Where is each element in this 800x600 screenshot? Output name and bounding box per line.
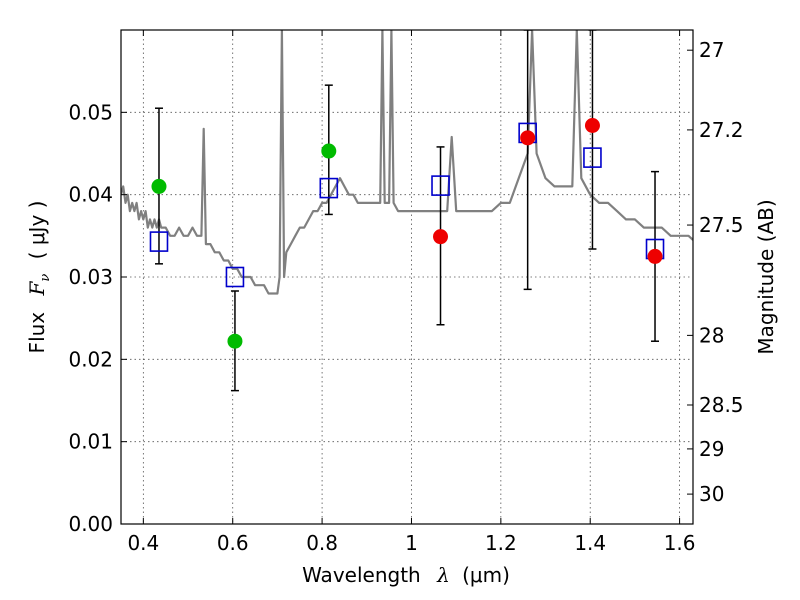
model-photometry-square — [225, 266, 245, 288]
y2-axis-label: Magnitude (AB) — [754, 199, 778, 354]
y2-tick-label: 28.5 — [699, 393, 744, 417]
y2-tick-label: 30 — [699, 482, 724, 506]
model-photometry-square — [583, 147, 602, 168]
green-point — [151, 178, 167, 194]
x-tick-label: 1.4 — [574, 531, 606, 555]
y2-tick-label: 27 — [699, 38, 724, 62]
x-tick-label: 0.8 — [306, 531, 338, 555]
green-point — [227, 333, 243, 349]
red-point — [433, 229, 449, 245]
y-tick-label: 0.05 — [68, 100, 113, 124]
y-tick-label: 0.01 — [68, 430, 113, 454]
model-spectrum-line — [121, 30, 693, 295]
y-tick-label: 0.00 — [68, 512, 113, 536]
y-tick-label: 0.02 — [68, 347, 113, 371]
x-tick-label: 0.4 — [127, 531, 159, 555]
x-axis-label: Wavelength λ (μm) — [302, 563, 510, 587]
x-tick-label: 1.6 — [664, 531, 696, 555]
y2-tick-label: 29 — [699, 437, 724, 461]
red-point — [647, 248, 663, 264]
model-photometry-square — [149, 231, 169, 252]
y-axis-label: Flux Fν ( μJy ) — [25, 201, 54, 354]
y2-tick-label: 28 — [699, 323, 724, 347]
red-point — [520, 130, 536, 146]
y-tick-label: 0.04 — [68, 183, 113, 207]
x-tick-label: 0.6 — [217, 531, 249, 555]
green-point — [321, 143, 337, 159]
model-photometry-square — [319, 177, 339, 199]
data-layer — [121, 30, 693, 392]
x-tick-label: 1.2 — [485, 531, 517, 555]
model-photometry-square — [431, 175, 450, 196]
red-point — [584, 118, 600, 134]
y2-tick-label: 27.2 — [699, 118, 744, 142]
axis-ticks: 0.4 0.6 0.8 1 1.2 1.4 1.6 0.00 0.01 0.02 0.03 0.04 0… — [68, 30, 744, 555]
y-tick-label: 0.03 — [68, 265, 113, 289]
y2-tick-label: 27.5 — [699, 213, 744, 237]
x-tick-label: 1 — [405, 531, 418, 555]
